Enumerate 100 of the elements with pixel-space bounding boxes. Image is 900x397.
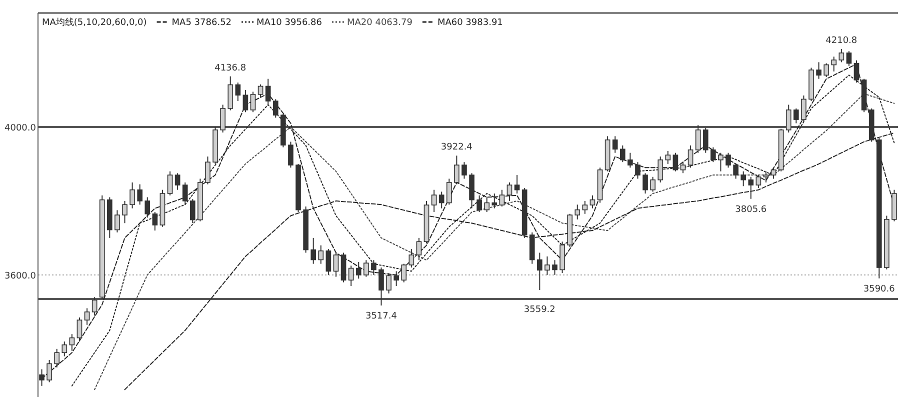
candlestick	[69, 334, 75, 352]
candlestick	[846, 50, 852, 66]
candlestick	[438, 191, 444, 209]
annotation: 3805.6	[735, 204, 767, 215]
annotation: 4136.8	[214, 63, 246, 74]
candlestick	[718, 152, 724, 172]
candlestick	[446, 178, 452, 206]
candlestick	[454, 155, 460, 185]
candlestick	[552, 260, 558, 276]
candlestick	[182, 182, 188, 206]
candlestick	[499, 189, 505, 207]
candlestick	[114, 210, 120, 233]
candlestick	[272, 98, 278, 118]
candlestick	[220, 104, 226, 133]
candlestick	[137, 184, 143, 206]
candlestick	[544, 256, 550, 276]
candlestick	[190, 198, 196, 224]
candlestick	[235, 82, 241, 102]
candlestick	[756, 174, 762, 188]
candlestick	[92, 296, 98, 316]
candlestick	[408, 248, 414, 268]
candlestick	[695, 124, 701, 154]
annotation: 3517.4	[365, 311, 398, 322]
candlestick	[416, 237, 422, 261]
candlestick	[702, 127, 708, 154]
candlestick	[628, 152, 633, 168]
candlestick	[612, 136, 618, 154]
legend-label: MA20 4063.79	[346, 18, 413, 28]
candlestick	[250, 91, 256, 113]
candlestick	[122, 200, 128, 224]
annotation: 4210.8	[826, 36, 858, 46]
legend-label: MA10 3956.86	[256, 18, 322, 28]
legend-label: MA5 3786.52	[172, 18, 232, 28]
candlestick	[801, 94, 806, 122]
candlestick	[326, 248, 332, 276]
candlestick	[54, 348, 60, 368]
candlestick	[265, 78, 271, 106]
candlestick	[590, 194, 596, 209]
candlestick	[642, 172, 648, 194]
y-tick-label: 3600.0	[4, 271, 36, 282]
candlestick	[658, 156, 664, 183]
candlestick	[770, 167, 776, 180]
candlestick	[152, 212, 158, 232]
candlestick	[167, 170, 173, 196]
candlestick	[378, 267, 384, 306]
candlestick	[288, 141, 294, 168]
candlestick	[484, 196, 490, 213]
candlestick	[710, 146, 716, 163]
candlestick	[733, 163, 738, 180]
annotation: 3559.2	[524, 304, 556, 315]
candlestick	[740, 170, 746, 187]
candlestick	[537, 252, 542, 291]
candlestick	[680, 162, 686, 174]
candlestick	[76, 316, 82, 342]
candlestick	[763, 170, 769, 183]
candlestick	[688, 144, 694, 168]
candlestick	[506, 182, 512, 202]
candlestick	[650, 176, 656, 192]
candlestick	[854, 60, 860, 84]
candlestick	[348, 265, 354, 287]
candlestick	[824, 62, 829, 78]
annotation: 3922.4	[440, 142, 473, 153]
candlestick	[84, 308, 90, 326]
candlestick	[310, 237, 316, 264]
candlestick	[492, 193, 498, 209]
candlestick	[431, 189, 437, 213]
legend-label: MA60 3983.91	[437, 18, 503, 28]
candlestick	[574, 204, 580, 220]
candlestick	[386, 272, 392, 294]
candlestick	[371, 260, 376, 276]
candlestick	[786, 104, 792, 133]
candlestick	[356, 261, 362, 280]
candlestick	[258, 84, 264, 98]
candlestick	[144, 196, 150, 218]
candlestick	[838, 48, 844, 63]
candlestick	[793, 108, 799, 124]
candlestick	[174, 172, 180, 190]
candlestick	[401, 263, 407, 283]
candlestick	[242, 89, 248, 113]
candlestick	[726, 152, 731, 168]
candlestick	[394, 270, 399, 287]
candlestick	[62, 341, 68, 357]
candlestick	[665, 150, 671, 164]
candlestick	[672, 152, 678, 172]
candlestick	[333, 252, 339, 278]
candlestick	[620, 144, 626, 163]
candlestick	[39, 368, 44, 386]
annotation: 3590.6	[863, 284, 896, 294]
legend-title: MA均线(5,10,20,60,0,0)	[42, 17, 147, 28]
candlestick	[205, 156, 210, 185]
candlestick	[582, 200, 588, 214]
candlestick	[462, 162, 467, 180]
candlestick	[476, 194, 482, 213]
candlestick	[363, 260, 369, 278]
candlestick	[46, 360, 52, 383]
y-tick-label: 4000.0	[4, 123, 36, 134]
candlestick	[318, 244, 324, 264]
candlestick	[130, 182, 135, 209]
candlestick	[816, 62, 822, 80]
candlestick	[514, 174, 520, 194]
